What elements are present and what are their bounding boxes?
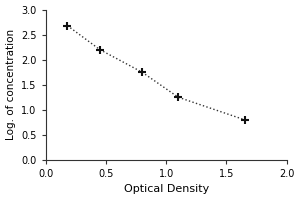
Y-axis label: Log. of concentration: Log. of concentration: [6, 29, 16, 140]
X-axis label: Optical Density: Optical Density: [124, 184, 209, 194]
